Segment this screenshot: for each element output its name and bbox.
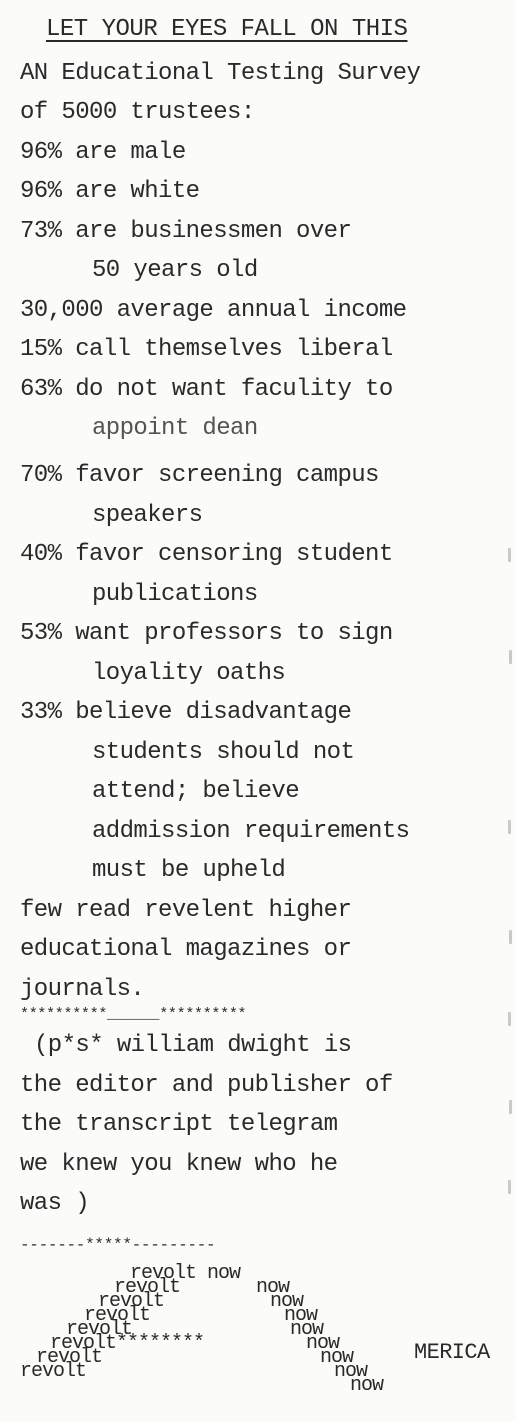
- text-line: attend; believe: [92, 778, 300, 805]
- poem-now: now: [256, 1276, 290, 1299]
- poem-revolt-now: revolt now: [130, 1262, 241, 1285]
- poem-revolt: revolt: [20, 1360, 87, 1383]
- poem-revolt-stars: revolt********: [50, 1332, 205, 1355]
- divider-dashes: -------*****---------: [20, 1236, 216, 1254]
- text-line: addmission requirements: [92, 818, 410, 845]
- poem-revolt: revolt: [84, 1304, 151, 1327]
- text-line: 73% are businessmen over: [20, 218, 352, 245]
- poem-now: now: [334, 1360, 368, 1383]
- text-line: AN Educational Testing Survey: [20, 60, 421, 87]
- text-line: 96% are white: [20, 178, 200, 205]
- margin-mark: [509, 650, 512, 664]
- text-line: journals.: [20, 976, 145, 1003]
- poem-now: now: [306, 1332, 340, 1355]
- poem-revolt: revolt: [114, 1276, 181, 1299]
- ps-line: we knew you knew who he: [20, 1151, 338, 1178]
- text-line: 15% call themselves liberal: [20, 336, 393, 363]
- text-line: 40% favor censoring student: [20, 541, 393, 568]
- poem-now: now: [284, 1304, 318, 1327]
- margin-mark: [508, 548, 511, 562]
- text-line: students should not: [92, 739, 355, 766]
- text-line: 30,000 average annual income: [20, 297, 407, 324]
- text-line: 63% do not want faculity to: [20, 376, 393, 403]
- text-line: 53% want professors to sign: [20, 620, 393, 647]
- margin-mark: [508, 1180, 511, 1194]
- merica-text: MERICA: [414, 1340, 490, 1365]
- text-line: loyality oaths: [92, 660, 286, 687]
- text-line: 33% believe disadvantage: [20, 699, 352, 726]
- margin-mark: [508, 1012, 511, 1026]
- margin-mark: [508, 820, 511, 834]
- ps-line: the transcript telegram: [20, 1111, 338, 1138]
- poem-now: now: [270, 1290, 304, 1313]
- text-line: of 5000 trustees:: [20, 99, 255, 126]
- poem-revolt: revolt: [36, 1346, 103, 1369]
- text-line: few read revelent higher: [20, 897, 352, 924]
- text-line: publications: [92, 581, 258, 608]
- margin-mark: [509, 1100, 512, 1114]
- poem-revolt: revolt: [66, 1318, 133, 1341]
- text-line: appoint dean: [92, 415, 258, 442]
- margin-mark: [509, 930, 512, 944]
- text-line: speakers: [92, 502, 203, 529]
- text-line: educational magazines or: [20, 936, 352, 963]
- ps-line: the editor and publisher of: [20, 1072, 393, 1099]
- poem-now: now: [320, 1346, 354, 1369]
- text-line: 96% are male: [20, 139, 186, 166]
- ps-line: was ): [20, 1190, 90, 1217]
- ps-line: (p*s* william dwight is: [34, 1032, 352, 1059]
- text-line: 70% favor screening campus: [20, 462, 379, 489]
- poem-now: now: [350, 1374, 384, 1397]
- text-line: 50 years old: [92, 257, 258, 284]
- divider-stars: **********______**********: [20, 1006, 247, 1023]
- poem-now: now: [290, 1318, 324, 1341]
- page-title: LET YOUR EYES FALL ON THIS: [46, 16, 408, 43]
- poem-revolt: revolt: [98, 1290, 165, 1313]
- text-line: must be upheld: [92, 857, 286, 884]
